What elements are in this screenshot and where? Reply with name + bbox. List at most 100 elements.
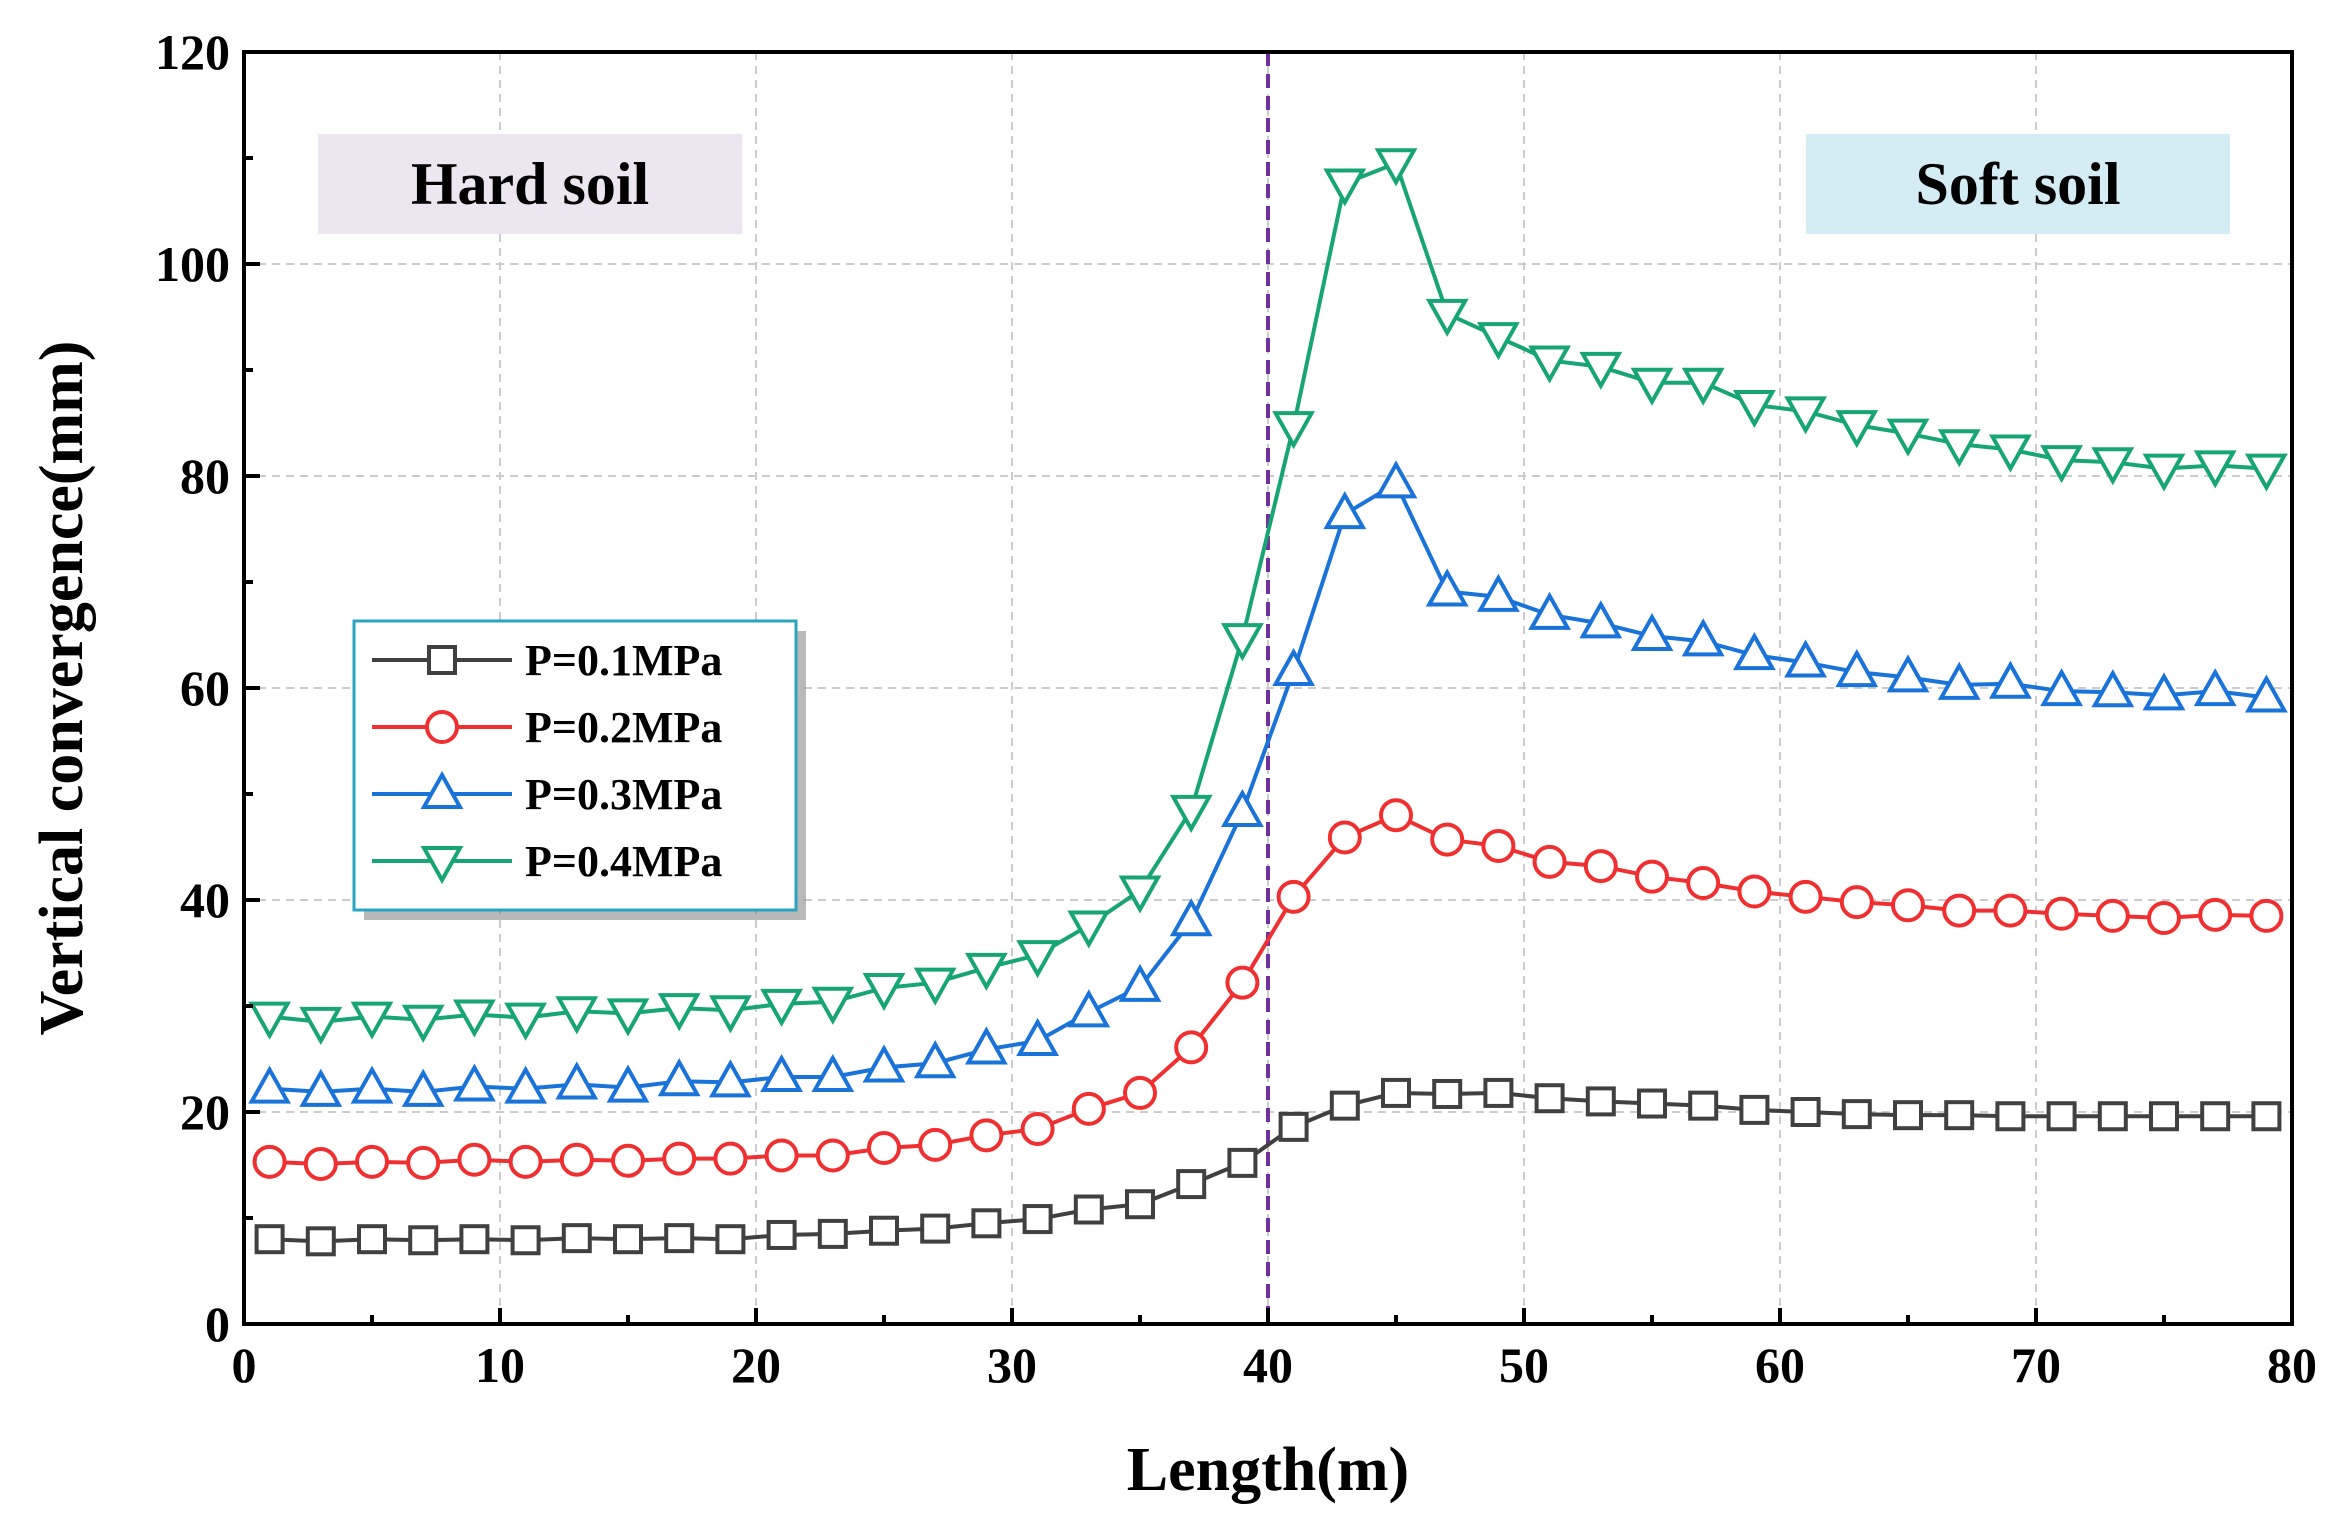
data-point [452,999,496,1038]
data-point [1425,568,1469,607]
data-point [1579,600,1623,639]
data-point [2251,1101,2282,1132]
x-tick-label: 0 [232,1337,257,1393]
data-point [1835,410,1879,449]
data-point [1528,591,1572,630]
data-point [1067,910,1111,949]
data-point [299,1006,343,1045]
data-point [305,1226,336,1257]
data-point [815,1138,850,1173]
data-point [1381,1077,1411,1108]
data-point [1835,649,1879,688]
data-point [248,1065,292,1104]
data-point [350,1001,394,1040]
legend-label: P=0.1MPa [525,636,722,685]
data-point [964,1026,1008,1065]
data-point [2142,453,2186,492]
data-point [1585,1086,1616,1117]
data-point [1630,612,1674,652]
x-tick-label: 60 [1755,1337,1805,1393]
data-point [1995,1101,2026,1132]
data-point [1886,418,1930,457]
data-point [1891,888,1925,923]
series-1 [254,1077,2282,1257]
data-point [1016,940,1060,979]
data-point [355,1144,389,1179]
data-point [611,1143,645,1178]
data-point [2040,445,2084,484]
x-tick-label: 50 [1499,1337,1549,1393]
data-point [1123,1075,1157,1110]
y-tick-label: 60 [180,660,230,716]
data-point [662,1141,697,1176]
data-point [1681,367,1725,406]
data-point [2091,447,2135,486]
y-tick-label: 0 [205,1296,230,1352]
data-point [2249,898,2284,933]
data-point [664,1223,695,1254]
data-point [2142,672,2186,711]
data-point [1942,893,1977,928]
x-tick-label: 70 [2011,1337,2061,1393]
data-point [252,1144,287,1179]
data-point [1118,875,1162,914]
data-point [452,1063,496,1102]
data-point [299,1068,343,1107]
data-point [817,1218,848,1249]
data-point [2198,897,2233,932]
legend-label: P=0.4MPa [525,837,722,886]
data-point [406,1145,441,1180]
data-point [1118,963,1162,1002]
data-point [1225,965,1260,1000]
data-point [869,1215,899,1246]
data-point [2095,898,2130,933]
data-point [657,993,701,1032]
x-axis-title: Length(m) [1127,1436,1409,1504]
data-point [1681,618,1725,657]
data-point [559,1142,594,1177]
data-point [1784,639,1828,678]
data-point [1993,893,2028,928]
data-point [510,1225,541,1256]
y-axis-title: Vertical convergence(mm) [28,341,96,1036]
data-point [1379,798,1413,833]
data-point [1169,794,1213,833]
data-point [248,1001,292,1040]
data-point [2244,453,2288,492]
data-point [1020,1111,1055,1146]
data-point [1016,1017,1060,1056]
data-point [715,1224,746,1255]
series-line [269,1090,2267,1244]
data-point [1937,661,1981,700]
data-point [1532,844,1567,879]
data-point [1583,849,1618,884]
data-point [555,996,599,1035]
series-line [269,813,2267,1166]
data-point [811,1053,855,1093]
data-point [1067,989,1111,1028]
data-point [969,1118,1004,1153]
data-point [1579,351,1623,390]
legend-marker [420,770,464,809]
data-point [408,1225,439,1256]
data-point [457,1142,492,1177]
soft-soil-label: Soft soil [1915,151,2120,217]
data-point [1944,1100,1975,1131]
data-point [918,1127,953,1162]
data-point [1278,1111,1309,1142]
data-point [913,1040,957,1079]
y-tick-label: 120 [155,24,230,80]
data-point [1476,322,1520,361]
data-point [1481,828,1516,863]
data-point [561,1223,592,1254]
data-point [2244,674,2288,713]
data-point [1534,1083,1565,1114]
data-point [2193,668,2237,707]
data-point [1374,460,1418,499]
series-line [269,480,2267,1094]
data-point [811,986,855,1025]
data-point [1790,1097,1821,1127]
data-point [303,1146,338,1181]
data-point [1125,1189,1155,1220]
legend-label: P=0.2MPa [525,703,722,752]
